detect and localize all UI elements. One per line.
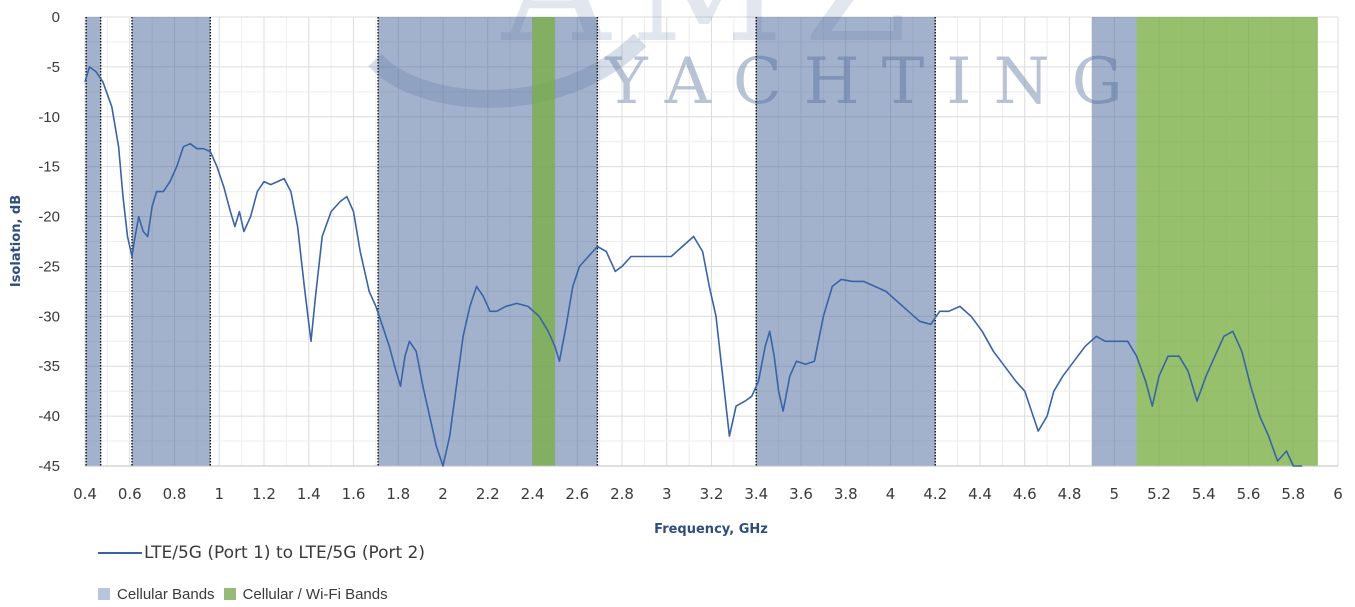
band-legend: Cellular Bands Cellular / Wi-Fi Bands	[98, 584, 397, 604]
x-tick-label: 2.8	[610, 485, 634, 503]
x-tick-label: 3.2	[700, 485, 724, 503]
series-legend: LTE/5G (Port 1) to LTE/5G (Port 2)	[98, 540, 425, 566]
y-tick-label: -35	[38, 358, 60, 375]
x-tick-label: 2	[438, 485, 448, 503]
x-tick-label: 5.6	[1237, 485, 1261, 503]
series-line-port1-port2	[84, 66, 1303, 467]
x-tick-label: 3.4	[744, 485, 768, 503]
wifi-band	[1136, 17, 1318, 466]
x-tick-label: 4.4	[968, 485, 992, 503]
x-tick-label: 5.8	[1281, 485, 1305, 503]
x-tick-label: 0.8	[163, 485, 187, 503]
x-tick-label: 0.4	[73, 485, 97, 503]
cellular-band	[378, 17, 598, 466]
x-tick-label: 3.6	[789, 485, 813, 503]
x-tick-label: 2.2	[476, 485, 500, 503]
x-tick-label: 2.6	[565, 485, 589, 503]
cellular-band-label: Cellular Bands	[117, 585, 215, 603]
x-tick-label: 1	[214, 485, 224, 503]
y-tick-label: -15	[38, 159, 60, 176]
x-tick-label: 5.2	[1147, 485, 1171, 503]
x-tick-label: 4.8	[1058, 485, 1082, 503]
wifi-band-swatch	[223, 588, 236, 600]
x-tick-label: 4.6	[1013, 485, 1037, 503]
y-tick-label: 0	[52, 9, 60, 26]
x-tick-label: 3.8	[834, 485, 858, 503]
x-tick-label: 6	[1333, 485, 1343, 503]
x-tick-label: 1.6	[342, 485, 366, 503]
x-tick-label: 3	[662, 485, 672, 503]
x-tick-label: 0.6	[118, 485, 142, 503]
y-tick-label: -20	[38, 209, 60, 226]
x-axis-title: Frequency, GHz	[654, 522, 768, 537]
x-tick-label: 2.4	[521, 485, 545, 503]
x-tick-label: 1.4	[297, 485, 321, 503]
y-tick-label: -30	[38, 308, 60, 325]
series-legend-swatch	[98, 552, 142, 554]
wifi-band-label: Cellular / Wi-Fi Bands	[242, 585, 388, 603]
x-tick-label: 5	[1109, 485, 1119, 503]
x-tick-label: 5.4	[1192, 485, 1216, 503]
cellular-band	[756, 17, 936, 466]
series-legend-label: LTE/5G (Port 1) to LTE/5G (Port 2)	[144, 543, 425, 563]
x-tick-label: 4	[886, 485, 896, 503]
x-tick-label: 1.8	[386, 485, 410, 503]
y-tick-label: -10	[38, 109, 60, 126]
cellular-band	[86, 17, 101, 466]
x-tick-label: 1.2	[252, 485, 276, 503]
y-tick-label: -25	[38, 258, 60, 275]
y-tick-label: -5	[47, 59, 60, 76]
isolation-chart: AMZYACHTING0-5-10-15-20-25-30-35-40-450.…	[9, 0, 1343, 537]
cellular-band	[1091, 17, 1137, 466]
x-tick-label: 4.2	[923, 485, 947, 503]
y-tick-label: -40	[38, 408, 60, 425]
cellular-band	[131, 17, 211, 466]
y-axis-title: Isolation, dB	[9, 195, 24, 287]
cellular-band-swatch	[98, 588, 110, 600]
y-tick-label: -45	[38, 458, 60, 475]
wifi-band	[532, 17, 555, 466]
